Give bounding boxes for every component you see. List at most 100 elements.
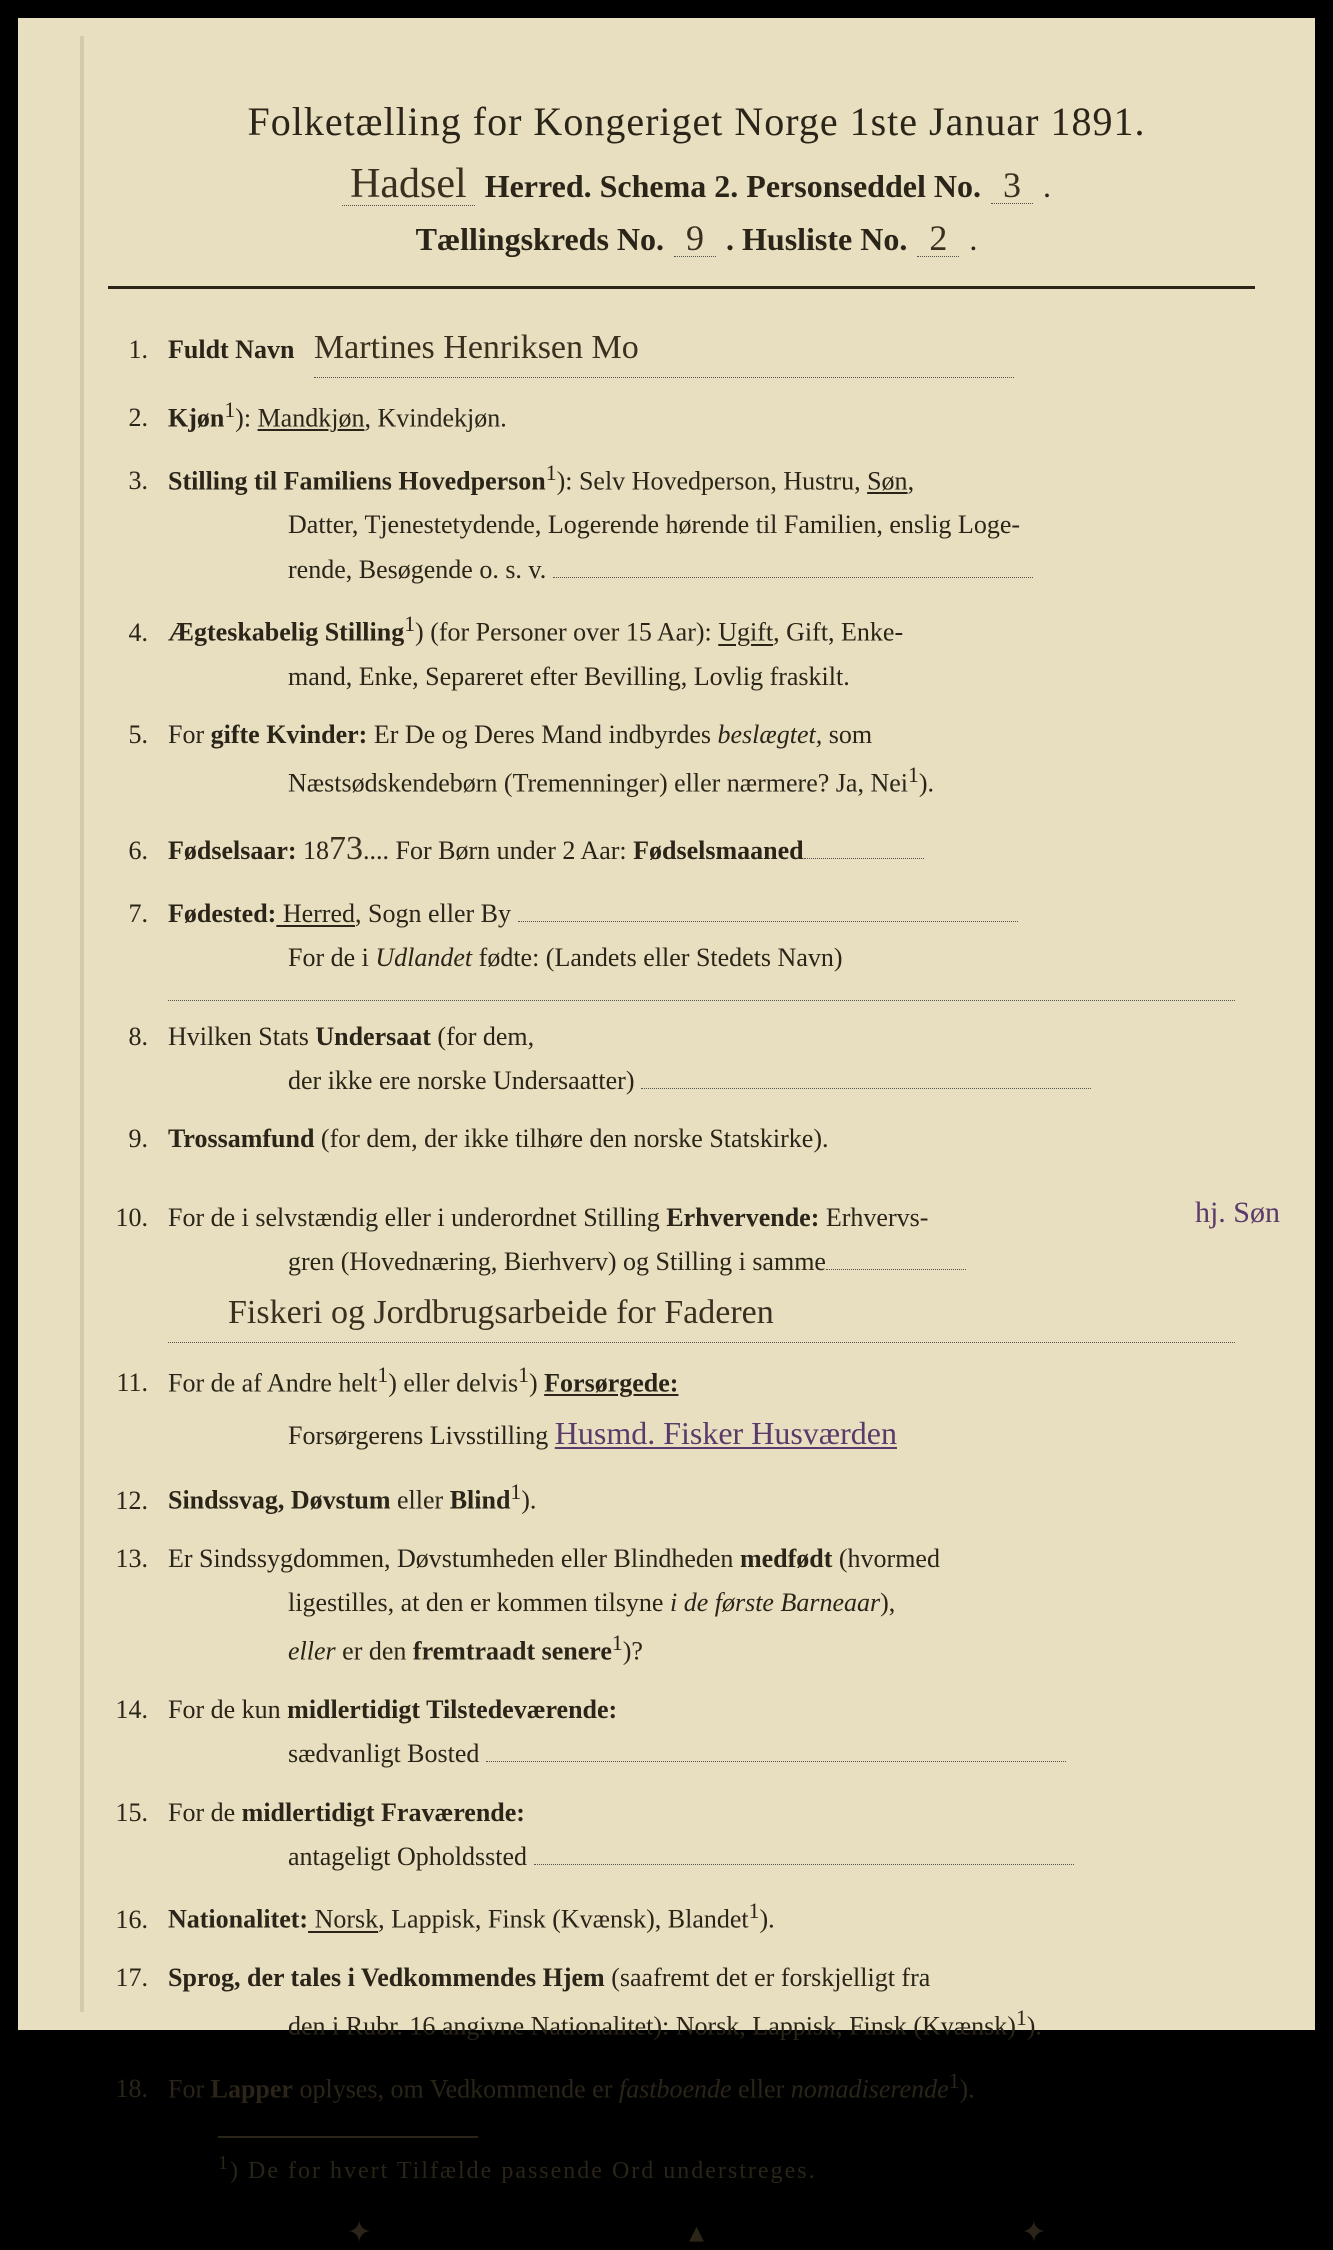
r13a: Er Sindssygdommen, Døvstumheden eller Bl… xyxy=(168,1544,740,1573)
r15a: For de xyxy=(168,1798,242,1827)
content-2: Kjøn1): Mandkjøn, Kvindekjøn. xyxy=(168,392,1235,441)
r16a: Nationalitet: xyxy=(168,1905,308,1934)
content-5: For gifte Kvinder: Er De og Deres Mand i… xyxy=(168,713,1235,806)
r12a: Sindssvag, Døvstum xyxy=(168,1486,391,1515)
r4a: Ægteskabelig Stilling xyxy=(168,618,404,647)
row-8: 8. Hvilken Stats Undersaat (for dem, der… xyxy=(108,1015,1235,1103)
r12c: Blind xyxy=(450,1486,511,1515)
content-11: For de af Andre helt1) eller delvis1) Fo… xyxy=(168,1357,1235,1460)
content-4: Ægteskabelig Stilling1) (for Personer ov… xyxy=(168,606,1235,699)
r5-l2: Næstsødskendebørn (Tremenninger) eller n… xyxy=(168,757,1235,806)
r3-und: Søn xyxy=(867,466,907,495)
row-1: 1. Fuldt Navn Martines Henriksen Mo xyxy=(108,319,1235,378)
num-15: 15. xyxy=(108,1791,168,1835)
dot-icon: ✦ xyxy=(1021,2215,1046,2250)
line2-print: Herred. Schema 2. Personseddel No. xyxy=(485,168,981,205)
kreds-no: 9 xyxy=(674,220,716,257)
r10c: Erhvervs- xyxy=(819,1203,928,1232)
r18c: oplyses, om Vedkommende er xyxy=(293,2074,619,2103)
r2sup: 1 xyxy=(224,398,235,422)
r3-l3: rende, Besøgende o. s. v. xyxy=(168,548,1235,592)
r4-und: Ugift xyxy=(718,618,773,647)
r6d: Fødselsmaaned xyxy=(633,836,803,865)
r16-und: Norsk xyxy=(308,1905,378,1934)
r17-l2: den i Rubr. 16 angivne Nationalitet): No… xyxy=(168,2000,1235,2049)
row-14: 14. For de kun midlertidigt Tilstedevære… xyxy=(108,1688,1235,1776)
num-6: 6. xyxy=(108,829,168,873)
r11b: ) eller delvis xyxy=(388,1368,518,1397)
r11a: For de af Andre helt xyxy=(168,1368,377,1397)
r7-blank xyxy=(168,1000,1235,1001)
r8b: Undersaat xyxy=(315,1022,431,1051)
r12d: ). xyxy=(521,1486,536,1515)
r15-l2: antageligt Opholdssted xyxy=(168,1835,1235,1879)
binding-marks: ✦ ▴ ✦ xyxy=(108,2215,1285,2250)
r13c: (hvormed xyxy=(832,1544,940,1573)
content-17: Sprog, der tales i Vedkommendes Hjem (sa… xyxy=(168,1956,1235,2049)
row-13: 13. Er Sindssygdommen, Døvstumheden elle… xyxy=(108,1537,1235,1674)
r8c: (for dem, xyxy=(431,1022,534,1051)
r5e: som xyxy=(822,720,872,749)
row-9: 9. Trossamfund (for dem, der ikke tilhør… xyxy=(108,1117,1235,1161)
line3a: Tællingskreds No. xyxy=(416,221,664,258)
r10a: For de i selvstændig eller i underordnet… xyxy=(168,1203,666,1232)
row-16: 16. Nationalitet: Norsk, Lappisk, Finsk … xyxy=(108,1893,1235,1942)
content-3: Stilling til Familiens Hovedperson1): Se… xyxy=(168,455,1235,592)
num-11: 11. xyxy=(108,1361,168,1405)
form-title: Folketælling for Kongeriget Norge 1ste J… xyxy=(108,98,1285,145)
content-8: Hvilken Stats Undersaat (for dem, der ik… xyxy=(168,1015,1235,1103)
r3a: Stilling til Familiens Hovedperson xyxy=(168,466,546,495)
r11-l2: Forsørgerens Livsstilling Husmd. Fisker … xyxy=(168,1406,1235,1460)
footnote-rule xyxy=(218,2136,478,2138)
content-15: For de midlertidigt Fraværende: antageli… xyxy=(168,1791,1235,1879)
name-handwritten: Martines Henriksen Mo xyxy=(314,319,1014,378)
row-15: 15. For de midlertidigt Fraværende: anta… xyxy=(108,1791,1235,1879)
r11s2: 1 xyxy=(518,1363,529,1387)
r6a: Fødselsaar: xyxy=(168,836,297,865)
husliste-no: 2 xyxy=(917,220,959,257)
r14-l2: sædvanligt Bosted xyxy=(168,1732,1235,1776)
r11c: ) xyxy=(529,1368,544,1397)
row-7: 7. Fødested: Herred, Sogn eller By For d… xyxy=(108,892,1235,1001)
r2a: Kjøn xyxy=(168,403,224,432)
num-16: 16. xyxy=(108,1898,168,1942)
r8a: Hvilken Stats xyxy=(168,1022,315,1051)
fn-text: ) De for hvert Tilfælde passende Ord und… xyxy=(230,2158,817,2184)
r18sup: 1 xyxy=(949,2069,960,2093)
r11s1: 1 xyxy=(377,1363,388,1387)
r9b: (for dem, der ikke tilhøre den norske St… xyxy=(314,1124,828,1153)
personseddel-no: 3 xyxy=(991,167,1033,204)
r18a: For xyxy=(168,2074,211,2103)
num-14: 14. xyxy=(108,1688,168,1732)
num-1: 1. xyxy=(108,328,168,372)
num-13: 13. xyxy=(108,1537,168,1581)
dot-icon: ▴ xyxy=(689,2215,704,2250)
footnote: 1) De for hvert Tilfælde passende Ord un… xyxy=(108,2152,1285,2185)
r18f: nomadiserende xyxy=(791,2074,949,2103)
form-header: Folketælling for Kongeriget Norge 1ste J… xyxy=(108,98,1285,258)
content-6: Fødselsaar: 1873.... For Børn under 2 Aa… xyxy=(168,820,1235,878)
header-line3: Tællingskreds No. 9 . Husliste No. 2 . xyxy=(108,220,1285,258)
r10-l2: gren (Hovednæring, Bierhverv) og Stillin… xyxy=(168,1240,1235,1284)
num-10: 10. xyxy=(108,1196,168,1240)
row-10: 10. For de i selvstændig eller i underor… xyxy=(108,1196,1235,1343)
row-17: 17. Sprog, der tales i Vedkommendes Hjem… xyxy=(108,1956,1235,2049)
fn-sup: 1 xyxy=(218,2152,230,2174)
label-name: Fuldt Navn xyxy=(168,335,294,364)
header-line2: Hadsel Herred. Schema 2. Personseddel No… xyxy=(108,163,1285,206)
num-3: 3. xyxy=(108,459,168,503)
r6b: 18 xyxy=(297,836,330,865)
r4c: , Gift, Enke- xyxy=(773,618,903,647)
r18e: eller xyxy=(732,2074,791,2103)
row-2: 2. Kjøn1): Mandkjøn, Kvindekjøn. xyxy=(108,392,1235,441)
row-11: 11. For de af Andre helt1) eller delvis1… xyxy=(108,1357,1235,1460)
r4sup: 1 xyxy=(404,612,415,636)
r15b: midlertidigt Fraværende: xyxy=(242,1798,525,1827)
num-17: 17. xyxy=(108,1956,168,2000)
r10-margin: hj. Søn xyxy=(1195,1196,1280,1230)
r3b: ): Selv Hovedperson, Hustru, xyxy=(557,466,868,495)
r7-l2: For de i Udlandet fødte: (Landets eller … xyxy=(168,936,1235,980)
row-6: 6. Fødselsaar: 1873.... For Børn under 2… xyxy=(108,820,1235,878)
content-14: For de kun midlertidigt Tilstedeværende:… xyxy=(168,1688,1235,1776)
r18b: Lapper xyxy=(211,2074,293,2103)
